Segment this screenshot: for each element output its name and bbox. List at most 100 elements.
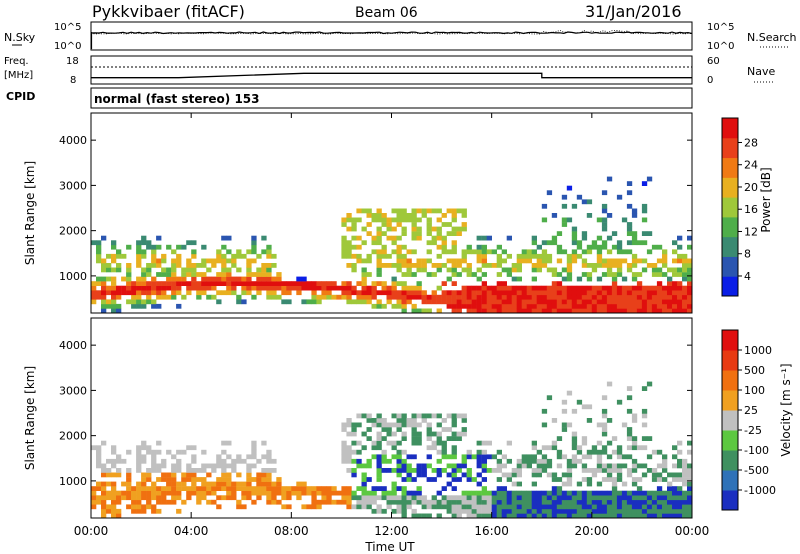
power-heatmap-cells <box>91 176 693 314</box>
velocity-cell <box>376 495 382 501</box>
velocity-cell <box>401 504 407 510</box>
power-cell <box>677 244 683 250</box>
velocity-cell <box>496 508 502 514</box>
velocity-cell <box>381 495 387 501</box>
power-cell <box>256 253 262 259</box>
velocity-cell <box>171 481 177 487</box>
velocity-cell <box>621 490 628 496</box>
power-cell <box>316 294 322 300</box>
power-cell <box>221 276 227 282</box>
power-cell <box>346 226 352 232</box>
power-cell <box>677 290 683 296</box>
velocity-cell <box>496 486 502 491</box>
power-cell <box>631 276 638 282</box>
power-cell <box>351 290 357 296</box>
velocity-cell <box>641 408 648 414</box>
power-cell <box>291 285 297 291</box>
velocity-cell <box>261 472 267 478</box>
velocity-cell <box>381 418 387 423</box>
power-cell <box>101 285 107 291</box>
power-cell <box>556 281 563 286</box>
velocity-cell <box>186 463 192 469</box>
velocity-cell <box>371 454 377 460</box>
power-cell <box>186 263 192 268</box>
power-cell <box>486 290 492 296</box>
velocity-cell <box>406 472 412 478</box>
velocity-cell <box>536 458 542 464</box>
velocity-y-tick-label: 2000 <box>59 430 87 443</box>
power-cell <box>341 249 347 255</box>
power-cell <box>536 253 542 259</box>
velocity-cell <box>566 463 573 469</box>
power-cell <box>266 253 272 259</box>
power-cell <box>336 285 342 291</box>
velocity-cell <box>381 427 387 432</box>
velocity-cell <box>386 427 392 432</box>
velocity-cell <box>266 472 272 478</box>
velocity-cell <box>571 508 578 514</box>
velocity-cell <box>641 508 648 514</box>
velocity-cell <box>101 504 107 510</box>
velocity-cell <box>486 490 492 496</box>
power-cell <box>356 208 362 214</box>
velocity-cell <box>416 422 422 428</box>
velocity-cell <box>461 495 467 501</box>
velocity-cell <box>651 495 658 501</box>
velocity-cell <box>616 508 623 514</box>
velocity-cell <box>371 418 377 423</box>
power-cell <box>151 253 157 259</box>
velocity-cell <box>136 486 142 491</box>
power-cell <box>381 213 387 218</box>
power-cell <box>636 240 643 246</box>
velocity-cell <box>551 495 558 501</box>
velocity-cell <box>101 486 107 491</box>
power-colorbar-label: Power [dB] <box>759 167 773 232</box>
power-cell <box>501 299 507 305</box>
power-cell <box>421 263 427 268</box>
power-cell <box>611 303 618 309</box>
velocity-cell <box>341 458 347 464</box>
power-cell <box>521 303 527 309</box>
power-cell <box>581 249 588 255</box>
power-cell <box>231 276 237 282</box>
velocity-cell <box>466 504 472 510</box>
velocity-cell <box>116 499 122 505</box>
velocity-cell <box>441 486 447 491</box>
power-cell <box>476 235 482 241</box>
power-cell <box>561 276 568 282</box>
power-cell <box>606 263 613 268</box>
velocity-cell <box>501 504 507 510</box>
power-cell <box>672 290 678 296</box>
power-cell <box>111 258 117 264</box>
velocity-cell <box>641 436 648 441</box>
power-cell <box>511 303 517 309</box>
velocity-cell <box>376 477 382 482</box>
power-cell <box>662 272 668 277</box>
velocity-cell <box>566 504 573 510</box>
velocity-cell <box>251 499 257 505</box>
velocity-cell <box>151 458 157 464</box>
power-cell <box>381 249 387 255</box>
power-cell <box>411 208 417 214</box>
power-cell <box>626 249 633 255</box>
velocity-cell <box>506 504 512 510</box>
velocity-cell <box>271 468 277 473</box>
power-cell <box>246 290 252 296</box>
power-cell <box>411 213 417 218</box>
power-cell <box>501 285 507 291</box>
power-cell <box>481 263 487 268</box>
velocity-cell <box>226 481 232 487</box>
velocity-cell <box>391 422 397 428</box>
power-cell <box>656 303 663 309</box>
power-cell <box>276 281 282 286</box>
velocity-cell <box>566 390 573 396</box>
velocity-colorbar-swatch <box>722 470 738 491</box>
velocity-cell <box>546 513 553 519</box>
power-cell <box>266 290 272 296</box>
power-cell <box>376 235 382 241</box>
nsky-tick-high: 10^5 <box>54 22 81 33</box>
power-cell <box>546 308 553 314</box>
power-cell <box>651 263 658 268</box>
power-cell <box>386 222 392 227</box>
power-cell <box>156 258 162 264</box>
